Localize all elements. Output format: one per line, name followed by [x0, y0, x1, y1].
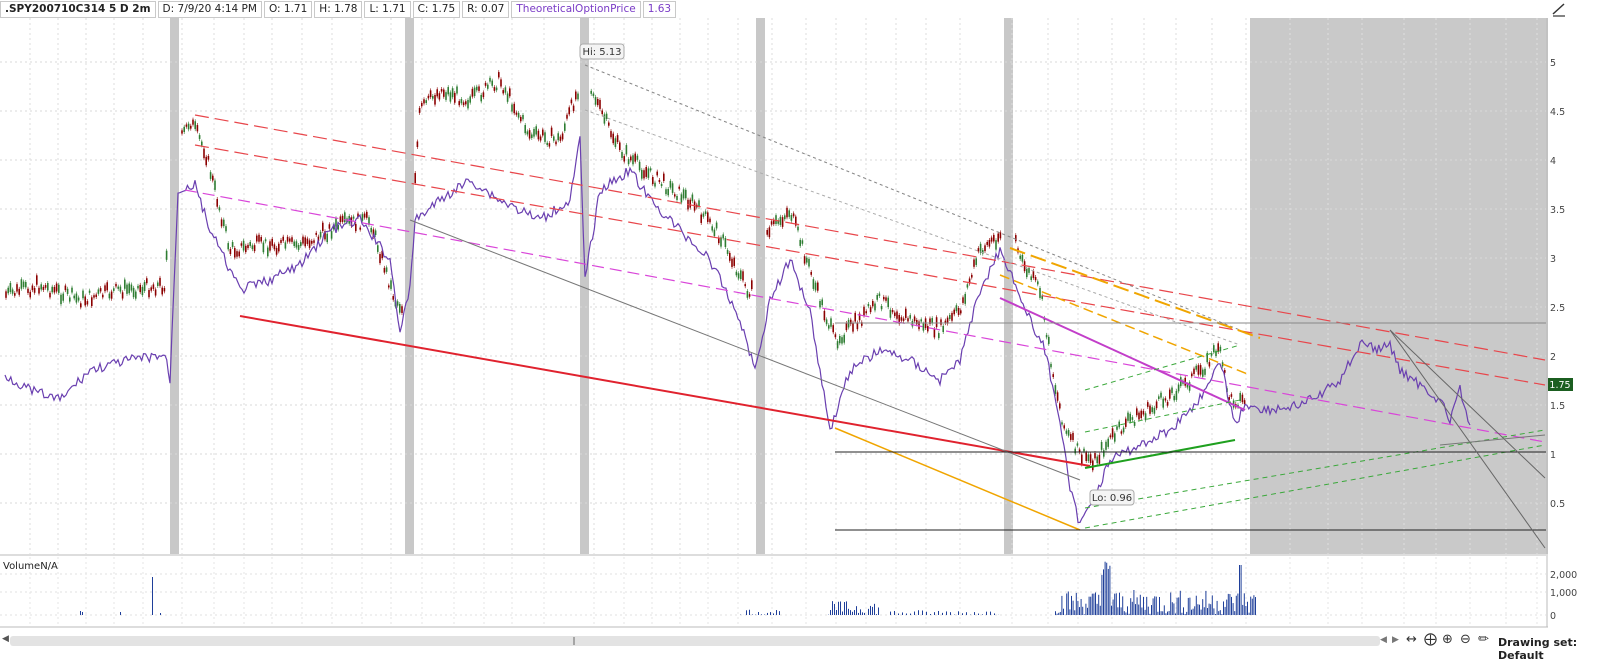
high-callout: Hi: 5.13 [580, 44, 624, 59]
price-axis[interactable]: 5 4.5 4 3.5 3 2.5 2 1.5 1 0.5 [1550, 58, 1565, 510]
scroll-next-icon[interactable]: ▶ [1392, 635, 1399, 645]
price-tick-label: 4 [1550, 156, 1556, 167]
price-tick-label: 4.5 [1550, 107, 1565, 118]
expansion-area [1250, 18, 1548, 554]
low-label: Lo: 0.96 [1092, 493, 1132, 504]
price-tick-label: 3.5 [1550, 205, 1565, 216]
volume-tick-label: 2,000 [1550, 570, 1577, 581]
scroll-left-icon[interactable]: ◀ [2, 634, 9, 644]
scroll-prev-icon[interactable]: ◀ [1380, 635, 1387, 645]
price-tick-label: 1 [1550, 450, 1556, 461]
volume-tick-label: 1,000 [1550, 588, 1577, 599]
session-break-bar [756, 18, 765, 554]
pencil-icon[interactable]: ✏ [1478, 632, 1489, 647]
price-tick-label: 5 [1550, 58, 1556, 69]
last-price-text: 1.75 [1549, 380, 1570, 391]
volume-label: VolumeN/A [3, 561, 58, 572]
volume-tick-label: 0 [1550, 611, 1556, 622]
low-callout: Lo: 0.96 [1090, 490, 1134, 505]
pan-icon[interactable]: ↔ [1406, 632, 1417, 647]
volume-axis: 2,000 1,000 0 [1550, 570, 1577, 622]
bottom-toolbar: ◀ ‖ ◀ ▶ ↔ ⨁ ⊕ ⊖ ✏ Drawing set: Default [0, 632, 1600, 661]
last-price-badge: 1.75 [1548, 378, 1573, 391]
horizontal-scrollbar[interactable]: ‖ [10, 636, 1380, 646]
scroll-grip-icon[interactable]: ‖ [572, 637, 576, 645]
drawing-set-label[interactable]: Drawing set: Default [1498, 636, 1600, 662]
crosshair-icon[interactable]: ⨁ [1424, 632, 1437, 647]
price-tick-label: 2.5 [1550, 303, 1565, 314]
price-tick-label: 0.5 [1550, 499, 1565, 510]
price-tick-label: 2 [1550, 352, 1556, 363]
price-tick-label: 3 [1550, 254, 1556, 265]
chart-canvas[interactable]: 5 4.5 4 3.5 3 2.5 2 1.5 1 0.5 [0, 0, 1600, 632]
price-tick-label: 1.5 [1550, 401, 1565, 412]
zoom-in-icon[interactable]: ⊕ [1442, 632, 1453, 647]
high-label: Hi: 5.13 [582, 47, 621, 58]
zoom-out-icon[interactable]: ⊖ [1460, 632, 1471, 647]
